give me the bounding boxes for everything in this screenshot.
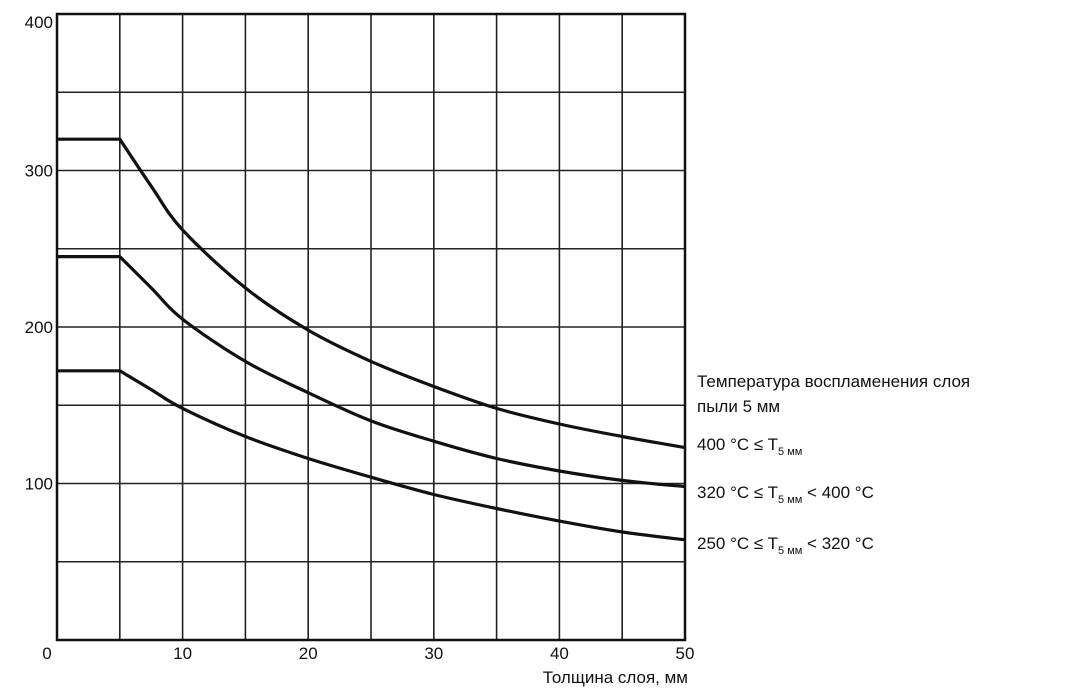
x-tick-label: 20 [299, 644, 318, 663]
x-tick-label: 10 [173, 644, 192, 663]
legend-title-line-2: пыли 5 мм [697, 397, 780, 416]
y-tick-labels: 100 200 300 400 [25, 13, 53, 494]
y-tick-label: 100 [25, 475, 53, 494]
x-tick-label: 30 [424, 644, 443, 663]
grid [57, 14, 685, 640]
series-line-2 [57, 255, 686, 489]
legend-label-main: 320 °C ≤ T [697, 483, 778, 502]
x-axis-title: Толщина слоя, мм [543, 668, 688, 687]
y-tick-label: 400 [25, 13, 53, 32]
x-tick-label: 40 [550, 644, 569, 663]
legend-label-tail: < 400 °C [802, 483, 874, 502]
series-layer [57, 137, 686, 542]
legend-title-line-1: Температура воспламенения слоя [697, 372, 970, 391]
legend-label-1: 400 °C ≤ T5 мм [697, 435, 802, 458]
legend-label-tail: < 320 °C [802, 534, 874, 553]
legend-label-main: 400 °C ≤ T [697, 435, 778, 454]
y-tick-label: 300 [25, 162, 53, 181]
legend-label-subscript: 5 мм [778, 446, 802, 458]
legend-label-subscript: 5 мм [778, 545, 802, 557]
legend-label-subscript: 5 мм [778, 494, 802, 506]
legend: Температура воспламенения слоя пыли 5 мм… [697, 372, 970, 557]
legend-label-main: 250 °C ≤ T [697, 534, 778, 553]
x-tick-label: 0 [42, 644, 51, 663]
x-tick-labels: 0 10 20 30 40 50 [42, 644, 694, 663]
plot-frame [55, 12, 687, 642]
series-line-3 [57, 369, 686, 542]
y-tick-label: 200 [25, 318, 53, 337]
series-line-1 [57, 137, 686, 450]
legend-label-2: 320 °C ≤ T5 мм < 400 °C [697, 483, 874, 506]
x-tick-label: 50 [676, 644, 695, 663]
legend-label-3: 250 °C ≤ T5 мм < 320 °C [697, 534, 874, 557]
